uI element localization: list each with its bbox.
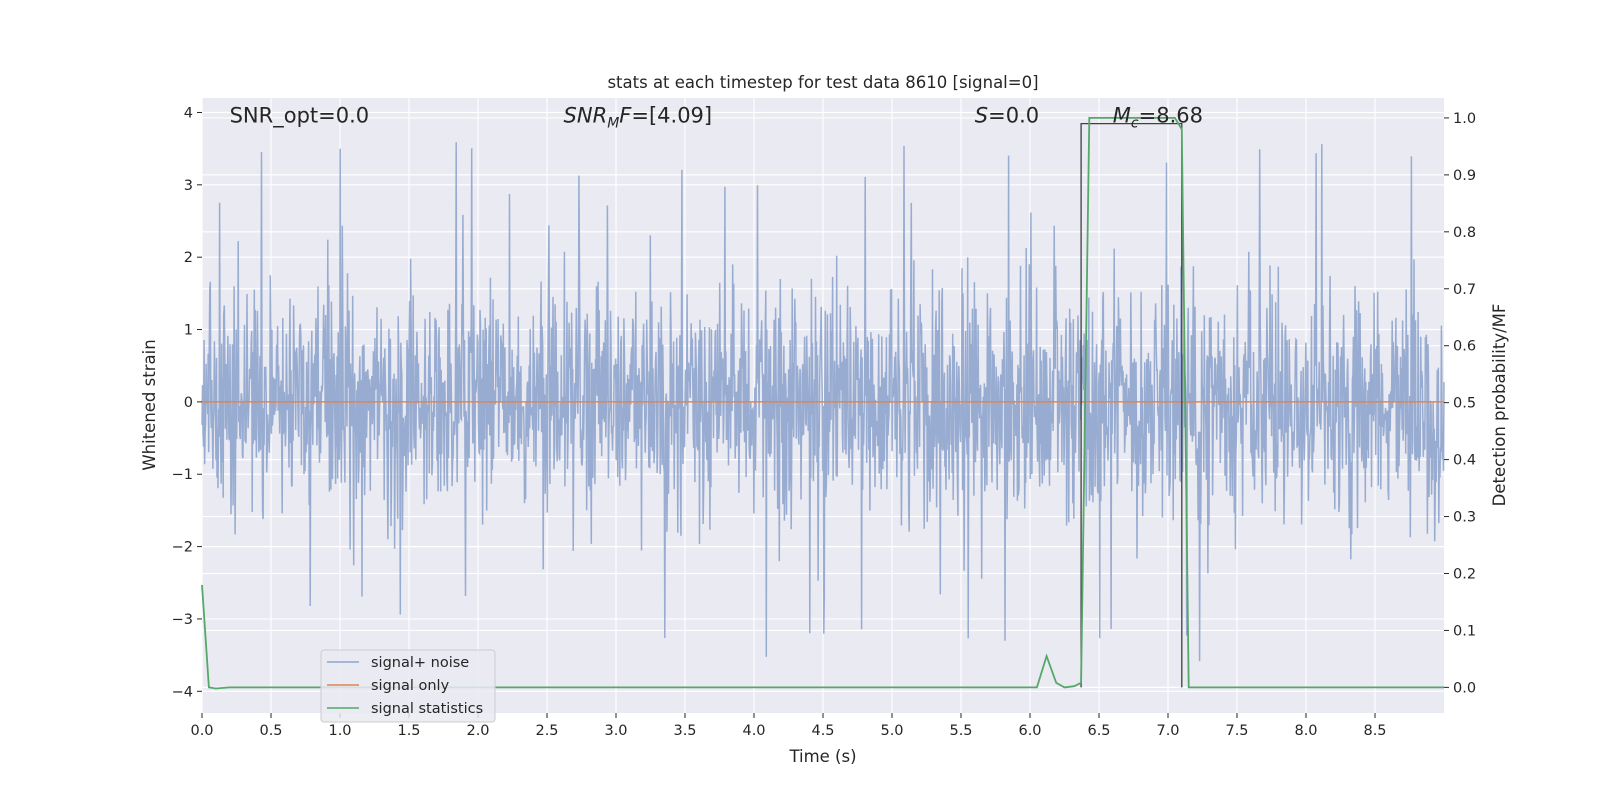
x-tick-label: 5.0 (880, 723, 903, 739)
x-tick-label: 2.0 (466, 723, 489, 739)
x-axis-ticks: 0.0 0.5 1.0 1.5 2.0 2.5 3.0 3.5 4.0 4.5 5.0 5.5 6.0 6… (190, 713, 1387, 739)
y-right-tick-label: 0.0 (1453, 680, 1476, 696)
x-tick-label: 6.0 (1018, 723, 1041, 739)
annotations: SNR_opt=0.0 SNRMF=[4.09] S=0.0 Mc=8.68 (230, 104, 1203, 132)
x-tick-label: 8.5 (1363, 723, 1386, 739)
legend: signal+ noise signal only signal statist… (320, 649, 496, 723)
x-tick-label: 3.5 (673, 723, 696, 739)
annotation-3: Mc=8.68 (1113, 104, 1203, 132)
y-left-tick-label: −2 (172, 540, 193, 556)
y-left-tick-label: −3 (172, 612, 193, 628)
annotation-0: SNR_opt=0.0 (230, 104, 370, 129)
y-right-tick-label: 0.5 (1453, 396, 1476, 412)
x-tick-label: 1.0 (328, 723, 351, 739)
y-right-tick-label: 0.7 (1453, 282, 1476, 298)
legend-label-signal: signal only (371, 678, 450, 694)
y-right-tick-label: 0.4 (1453, 453, 1476, 469)
x-tick-label: 8.0 (1294, 723, 1317, 739)
x-tick-label: 7.5 (1225, 723, 1248, 739)
x-tick-label: 7.0 (1156, 723, 1179, 739)
y-right-tick-label: 0.1 (1453, 623, 1476, 639)
y-right-tick-label: 0.8 (1453, 225, 1476, 241)
right-y-axis-label: Detection probability/MF (1490, 304, 1509, 507)
x-tick-label: 3.0 (604, 723, 627, 739)
x-tick-label: 4.0 (742, 723, 765, 739)
x-tick-label: 5.5 (949, 723, 972, 739)
y-left-tick-label: −1 (172, 467, 193, 483)
x-tick-label: 0.0 (190, 723, 213, 739)
y-left-tick-label: 1 (184, 323, 193, 339)
annotation-2: S=0.0 (975, 104, 1039, 128)
x-tick-label: 2.5 (535, 723, 558, 739)
x-tick-label: 0.5 (259, 723, 282, 739)
x-tick-label: 4.5 (811, 723, 834, 739)
left-y-axis-label: Whitened strain (140, 339, 159, 470)
y-right-tick-label: 0.2 (1453, 566, 1476, 582)
y-left-tick-label: −4 (172, 684, 193, 700)
right-y-axis-ticks: 0.0 0.1 0.2 0.3 0.4 0.5 0.6 0.7 0.8 0.9 1.0 (1444, 111, 1476, 696)
x-tick-label: 6.5 (1087, 723, 1110, 739)
y-left-tick-label: 4 (184, 105, 193, 121)
legend-label-noise: signal+ noise (371, 655, 469, 671)
y-left-tick-label: 3 (184, 178, 193, 194)
series-detection-window-line (1080, 122, 1183, 688)
y-left-tick-label: 0 (184, 395, 193, 411)
y-right-tick-label: 0.9 (1453, 168, 1476, 184)
legend-box (320, 649, 496, 723)
y-right-tick-label: 0.6 (1453, 339, 1476, 355)
chart-title: stats at each timestep for test data 861… (607, 73, 1038, 92)
x-tick-label: 1.5 (397, 723, 420, 739)
x-axis-label: Time (s) (788, 747, 856, 766)
series-signal-statistics-line (201, 117, 1444, 690)
y-right-tick-label: 0.3 (1453, 510, 1476, 526)
legend-label-statistics: signal statistics (371, 701, 483, 717)
annotation-1: SNRMF=[4.09] (564, 104, 713, 132)
y-right-tick-label: 1.0 (1453, 111, 1476, 127)
data-series (201, 117, 1445, 690)
y-left-tick-label: 2 (184, 250, 193, 266)
left-y-axis-ticks: −4 −3 −2 −1 0 1 2 3 4 (172, 105, 202, 700)
series-signal-noise-line (201, 142, 1445, 662)
